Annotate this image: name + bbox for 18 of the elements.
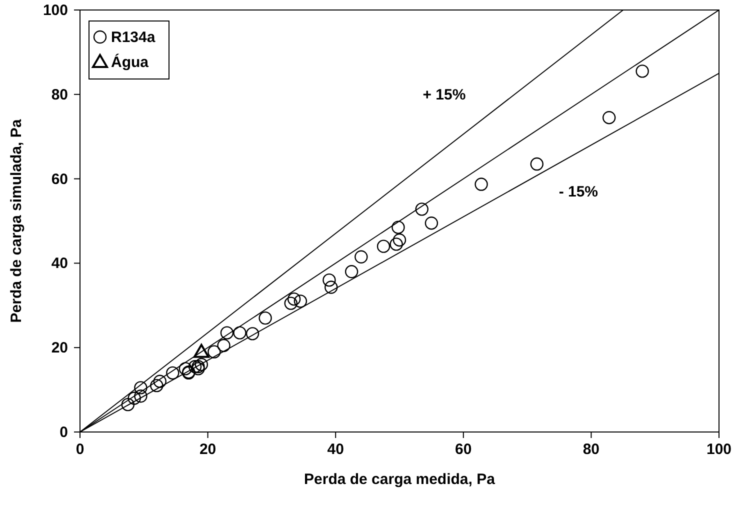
y-axis-title: Perda de carga simulada, Pa xyxy=(8,118,25,323)
y-tick-label: 0 xyxy=(60,424,68,441)
annotation: - 15% xyxy=(558,183,598,200)
x-tick-label: 80 xyxy=(582,441,600,458)
legend-label: R134a xyxy=(111,29,156,46)
legend-label: Água xyxy=(111,53,150,71)
x-tick-label: 40 xyxy=(327,441,344,458)
x-tick-label: 20 xyxy=(199,441,216,458)
x-tick-label: 60 xyxy=(455,441,472,458)
x-tick-label: 0 xyxy=(76,441,84,458)
y-tick-label: 60 xyxy=(51,170,68,188)
x-axis-title: Perda de carga medida, Pa xyxy=(304,471,496,488)
y-tick-label: 100 xyxy=(42,2,68,19)
y-tick-label: 20 xyxy=(51,340,68,357)
y-tick-label: 40 xyxy=(51,255,68,272)
y-tick-label: 80 xyxy=(51,86,68,104)
x-tick-label: 100 xyxy=(706,441,732,458)
annotation: + 15% xyxy=(422,86,466,104)
